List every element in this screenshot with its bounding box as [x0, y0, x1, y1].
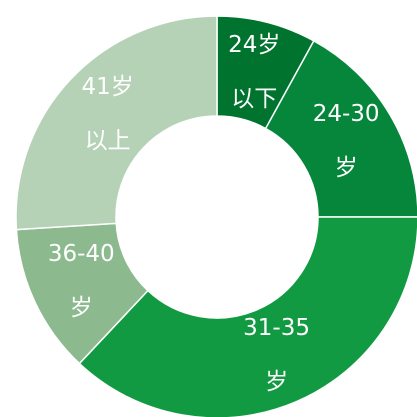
segment-label: 31-35岁: [243, 314, 310, 395]
donut-segment: [78, 216, 417, 417]
segment-label: 24-30岁: [312, 100, 380, 181]
donut-segment: [15, 15, 218, 231]
segment-label: 36-40岁: [47, 240, 115, 321]
segment-label: 24岁以下: [228, 31, 281, 112]
donut-segment: [264, 39, 417, 218]
segment-label: 41岁以上: [81, 74, 134, 155]
